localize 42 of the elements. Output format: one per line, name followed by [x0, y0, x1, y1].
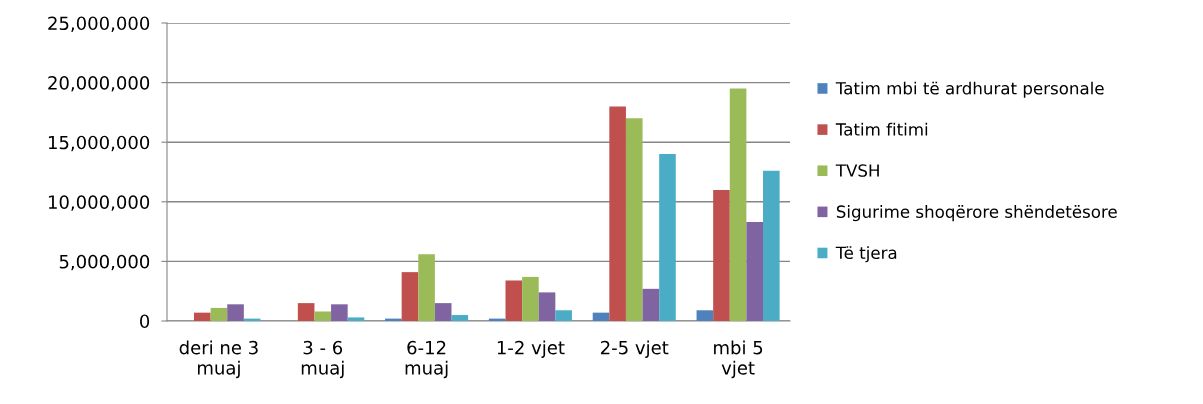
bar [642, 288, 660, 321]
bar [746, 222, 763, 321]
bar [227, 304, 244, 321]
bar [505, 280, 523, 321]
bar [522, 276, 539, 321]
x-tick-label: 1-2 vjet [497, 340, 565, 358]
y-tick-label: 15,000,000 [48, 135, 150, 152]
legend-label: Sigurime shoqërore shëndetësore [836, 205, 1117, 222]
y-tick-label: 25,000,000 [48, 16, 150, 32]
bar [331, 304, 348, 321]
x-tick-label: mbi 5 vjet [714, 340, 763, 379]
bar [592, 312, 610, 321]
bar [314, 311, 332, 321]
bar [401, 272, 419, 321]
legend-label: TVSH [835, 164, 879, 177]
bar [418, 254, 435, 321]
legend-label: Tatim fitimi [835, 122, 928, 136]
y-tick-label: 0 [140, 314, 150, 329]
bar [538, 292, 556, 321]
x-tick-label: 3 - 6 muaj [301, 340, 344, 379]
bar [451, 315, 469, 321]
bar [625, 118, 643, 321]
y-tick-label: 20,000,000 [48, 76, 150, 92]
x-tick-label: deri ne 3 muaj [179, 340, 258, 379]
bar [763, 170, 780, 321]
y-tick-label: 5,000,000 [59, 254, 150, 271]
bar [659, 154, 676, 321]
bar [696, 310, 714, 321]
bar [194, 312, 211, 321]
bar [297, 303, 315, 321]
legend-label: Tatim mbi të ardhurat personale [835, 81, 1104, 98]
bar [434, 303, 452, 321]
bar [729, 88, 747, 321]
legend-label: Të tjera [835, 246, 897, 263]
bar [347, 317, 365, 321]
x-tick-label: 6-12 muaj [405, 340, 448, 379]
bar [713, 189, 730, 321]
y-tick-label: 10,000,000 [48, 195, 150, 211]
bar [609, 106, 626, 321]
bar [555, 310, 572, 321]
x-tick-label: 2-5 vjet [601, 340, 669, 358]
bar [210, 307, 228, 321]
